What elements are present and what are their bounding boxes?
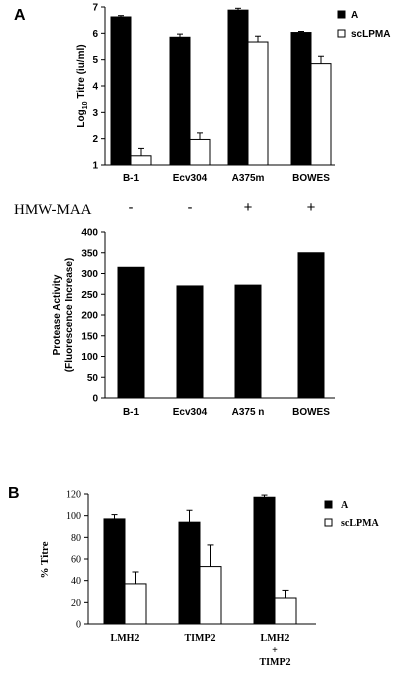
panel-b-label: B bbox=[8, 485, 20, 502]
y-tick-label: 100 bbox=[81, 352, 98, 363]
y-tick-label: 6 bbox=[92, 29, 98, 40]
bar-sclpma-3 bbox=[310, 63, 332, 166]
x-category-label: TIMP2 bbox=[184, 633, 215, 644]
x-category-label: LMH2 bbox=[261, 633, 290, 644]
x-category-label: Ecv304 bbox=[173, 173, 208, 184]
x-category-label: B-1 bbox=[123, 173, 140, 184]
y-tick-label: 80 bbox=[71, 533, 81, 544]
bar-sclpma-0 bbox=[130, 155, 152, 166]
x-category-label: LMH2 bbox=[111, 633, 140, 644]
b-category-labels: LMH2 TIMP2 LMH2+TIMP2 bbox=[111, 633, 291, 668]
b-bars bbox=[103, 494, 297, 625]
y-tick-label: 0 bbox=[76, 620, 81, 631]
a2-y-axis-label-line2: (Fluorescence Increase) bbox=[64, 258, 75, 373]
a1-ylabel-prefix: Log bbox=[76, 109, 87, 127]
a2-y-axis-label-line1: Protease Activity bbox=[52, 274, 63, 355]
hmw-mark-ecv304: - bbox=[188, 199, 193, 216]
a1-ylabel-sub: 10 bbox=[82, 101, 89, 109]
panel-a-label: A bbox=[14, 7, 26, 24]
y-tick-label: 3 bbox=[92, 108, 98, 119]
bar-a-1 bbox=[178, 521, 201, 625]
bar-a-2 bbox=[227, 9, 249, 166]
y-tick-label: 7 bbox=[92, 3, 98, 14]
hmw-maa-row: HMW-MAA - - + + bbox=[14, 199, 316, 218]
y-tick-label: 60 bbox=[71, 555, 81, 566]
b-legend-swatch-sclpma bbox=[324, 518, 333, 527]
y-tick-label: 250 bbox=[81, 290, 98, 301]
x-category-label: A375m bbox=[232, 173, 265, 184]
bar-sclpma-1 bbox=[189, 138, 211, 166]
chart-a-protease: 0 50 100 150 200 250 300 350 400 Protease Activi… bbox=[52, 228, 335, 418]
a1-category-labels: B-1 Ecv304 A375m BOWES bbox=[123, 173, 330, 184]
bar-a-3 bbox=[290, 32, 312, 166]
x-category-label: TIMP2 bbox=[259, 657, 290, 668]
a1-y-ticks: 1 2 3 4 5 6 7 bbox=[92, 3, 105, 172]
y-tick-label: 300 bbox=[81, 269, 98, 280]
b-legend-label-a: A bbox=[341, 500, 349, 511]
bar-a-0 bbox=[110, 16, 132, 166]
a1-legend: A scLPMA bbox=[337, 10, 390, 40]
a2-bars bbox=[117, 252, 325, 399]
bar-a-2 bbox=[253, 496, 276, 625]
b-legend: A scLPMA bbox=[324, 500, 380, 529]
bar-sclpma-2 bbox=[247, 41, 269, 166]
x-category-label: Ecv304 bbox=[173, 407, 208, 418]
a1-legend-swatch-sclpma bbox=[337, 29, 346, 38]
a1-ylabel-suffix: Titre (iu/ml) bbox=[76, 44, 87, 101]
bar-sclpma-0 bbox=[124, 583, 147, 625]
y-tick-label: 20 bbox=[71, 598, 81, 609]
bar-value-0 bbox=[117, 266, 145, 399]
a1-bars bbox=[110, 7, 332, 166]
hmw-maa-label: HMW-MAA bbox=[14, 202, 92, 218]
bar-value-1 bbox=[176, 285, 204, 399]
bar-value-3 bbox=[297, 252, 325, 399]
bar-a-0 bbox=[103, 518, 126, 625]
a1-legend-label-sclpma: scLPMA bbox=[351, 29, 390, 40]
hmw-mark-a375m: + bbox=[244, 199, 253, 216]
y-tick-label: 150 bbox=[81, 331, 98, 342]
b-y-axis-label: % Titre bbox=[39, 541, 51, 578]
y-tick-label: 100 bbox=[66, 511, 81, 522]
y-tick-label: 0 bbox=[92, 394, 98, 405]
a2-y-ticks: 0 50 100 150 200 250 300 350 400 bbox=[81, 228, 105, 405]
y-tick-label: 120 bbox=[66, 490, 81, 501]
y-tick-label: 350 bbox=[81, 248, 98, 259]
x-category-label: B-1 bbox=[123, 407, 140, 418]
y-tick-label: 50 bbox=[87, 373, 99, 384]
y-tick-label: 40 bbox=[71, 576, 81, 587]
b-legend-swatch-a bbox=[324, 500, 333, 509]
bar-sclpma-1 bbox=[199, 566, 222, 625]
x-category-label: + bbox=[272, 645, 278, 656]
b-y-ticks: 0 20 40 60 80 100 120 bbox=[66, 490, 88, 631]
bar-sclpma-2 bbox=[274, 597, 297, 625]
hmw-mark-bowes: + bbox=[307, 199, 316, 216]
y-tick-label: 200 bbox=[81, 311, 98, 322]
bar-a-1 bbox=[169, 36, 191, 166]
a2-category-labels: B-1 Ecv304 A375 n BOWES bbox=[123, 407, 330, 418]
x-category-label: BOWES bbox=[292, 407, 330, 418]
a1-y-axis-label: Log10 Titre (iu/ml) bbox=[76, 44, 89, 127]
b-legend-label-sclpma: scLPMA bbox=[341, 518, 380, 529]
y-tick-label: 1 bbox=[92, 161, 98, 172]
y-tick-label: 4 bbox=[92, 82, 98, 93]
a1-legend-label-a: A bbox=[351, 10, 358, 21]
x-category-label: BOWES bbox=[292, 173, 330, 184]
bar-value-2 bbox=[234, 284, 262, 399]
y-tick-label: 400 bbox=[81, 228, 98, 239]
hmw-mark-b1: - bbox=[129, 199, 134, 216]
y-tick-label: 5 bbox=[92, 55, 98, 66]
x-category-label: A375 n bbox=[232, 407, 265, 418]
a1-legend-swatch-a bbox=[337, 10, 346, 19]
y-tick-label: 2 bbox=[92, 134, 98, 145]
chart-a-titre: 1 2 3 4 5 6 7 Log10 Titre (iu/ml) B-1 Ecv304 A37… bbox=[76, 3, 390, 185]
